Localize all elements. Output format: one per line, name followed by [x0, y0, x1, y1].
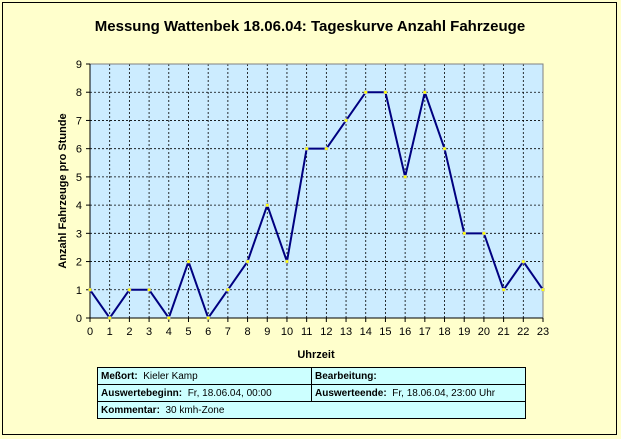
data-point — [107, 316, 112, 320]
data-point — [167, 316, 171, 320]
y-tick-label: 7 — [76, 115, 82, 127]
x-tick-label: 20 — [478, 326, 490, 338]
y-tick-label: 0 — [76, 313, 82, 325]
data-point — [541, 288, 545, 292]
x-tick-label: 19 — [458, 326, 470, 338]
info-row-1: Meßort: Kieler Kamp Bearbeitung: — [97, 367, 526, 385]
bearbeitung-cell: Bearbeitung: — [311, 367, 526, 385]
messort-label: Meßort: — [101, 370, 138, 382]
x-tick-label: 21 — [497, 326, 509, 338]
data-point — [127, 288, 132, 292]
data-point — [363, 90, 368, 94]
y-axis-label: Anzahl Fahrzeuge pro Stunde — [57, 113, 69, 268]
y-tick-label: 8 — [76, 87, 82, 99]
beginn-label: Auswertebeginn: — [101, 387, 183, 399]
messort-cell: Meßort: Kieler Kamp — [97, 367, 312, 385]
x-tick-label: 4 — [166, 326, 172, 338]
x-tick-label: 1 — [107, 326, 113, 338]
ende-value: Fr, 18.06.04, 23:00 Uhr — [392, 387, 496, 399]
data-point — [482, 231, 486, 236]
plot-area — [90, 64, 543, 318]
info-row-3: Kommentar: 30 kmh-Zone — [97, 401, 526, 419]
y-tick-label: 4 — [76, 200, 82, 212]
y-tick-label: 6 — [76, 144, 82, 156]
data-point — [383, 90, 388, 94]
chart-frame — [2, 2, 617, 435]
x-tick-label: 9 — [264, 326, 270, 338]
data-point — [186, 259, 191, 264]
messort-value: Kieler Kamp — [143, 370, 198, 382]
x-tick-label: 18 — [438, 326, 450, 338]
data-point — [324, 146, 329, 151]
data-point — [226, 288, 230, 292]
info-table: Meßort: Kieler Kamp Bearbeitung: Auswert… — [97, 367, 526, 419]
data-point — [462, 231, 466, 236]
data-point — [245, 259, 250, 264]
x-tick-label: 7 — [225, 326, 231, 338]
x-tick-label: 10 — [281, 326, 293, 338]
beginn-cell: Auswertebeginn: Fr, 18.06.04, 00:00 — [97, 384, 312, 402]
data-points — [88, 90, 545, 320]
bearbeitung-label: Bearbeitung: — [315, 370, 377, 382]
ende-label: Auswerteende: — [315, 387, 387, 399]
data-point — [403, 175, 407, 179]
y-tick-label: 1 — [76, 285, 82, 297]
x-tick-label: 23 — [537, 326, 549, 338]
x-tick-labels: 0 1 2 3 4 5 6 7 8 9 10 11 12 13 14 15 16 17 18 19 20 21 22 23 — [87, 318, 549, 338]
data-point — [501, 288, 506, 292]
beginn-value: Fr, 18.06.04, 00:00 — [187, 387, 272, 399]
x-tick-label: 17 — [419, 326, 431, 338]
chart-title: Messung Wattenbek 18.06.04: Tageskurve A… — [95, 18, 525, 35]
y-tick-label: 9 — [76, 59, 82, 71]
x-tick-label: 14 — [360, 326, 372, 338]
data-point — [521, 259, 526, 264]
kommentar-value: 30 kmh-Zone — [165, 404, 225, 416]
y-tick-label: 5 — [76, 172, 82, 184]
x-tick-label: 5 — [185, 326, 191, 338]
data-point — [423, 90, 427, 94]
data-point — [147, 288, 151, 292]
data-point — [442, 146, 447, 151]
x-tick-label: 11 — [301, 326, 312, 338]
series-line — [89, 88, 544, 321]
x-tick-label: 15 — [379, 326, 391, 338]
kommentar-cell: Kommentar: 30 kmh-Zone — [97, 401, 526, 419]
x-tick-label: 22 — [517, 326, 529, 338]
data-point — [206, 316, 210, 320]
kommentar-label: Kommentar: — [101, 404, 160, 416]
x-axis-label: Uhrzeit — [297, 349, 335, 361]
info-row-2: Auswertebeginn: Fr, 18.06.04, 00:00 Ausw… — [97, 384, 526, 402]
x-tick-label: 2 — [126, 326, 132, 338]
axes — [89, 63, 544, 319]
data-point — [285, 259, 289, 264]
y-tick-labels: 0 1 2 3 4 5 6 7 8 9 — [76, 59, 90, 325]
data-point — [304, 146, 309, 151]
x-tick-label: 3 — [146, 326, 152, 338]
x-tick-label: 12 — [320, 326, 332, 338]
y-tick-label: 2 — [76, 257, 82, 269]
x-tick-label: 16 — [399, 326, 411, 338]
data-point — [265, 203, 270, 207]
x-tick-label: 13 — [340, 326, 352, 338]
x-tick-label: 0 — [87, 326, 93, 338]
data-point — [88, 288, 92, 292]
data-point — [344, 118, 348, 123]
x-tick-label: 8 — [245, 326, 251, 338]
ende-cell: Auswerteende: Fr, 18.06.04, 23:00 Uhr — [311, 384, 526, 402]
x-tick-label: 6 — [205, 326, 211, 338]
y-tick-label: 3 — [76, 228, 82, 240]
